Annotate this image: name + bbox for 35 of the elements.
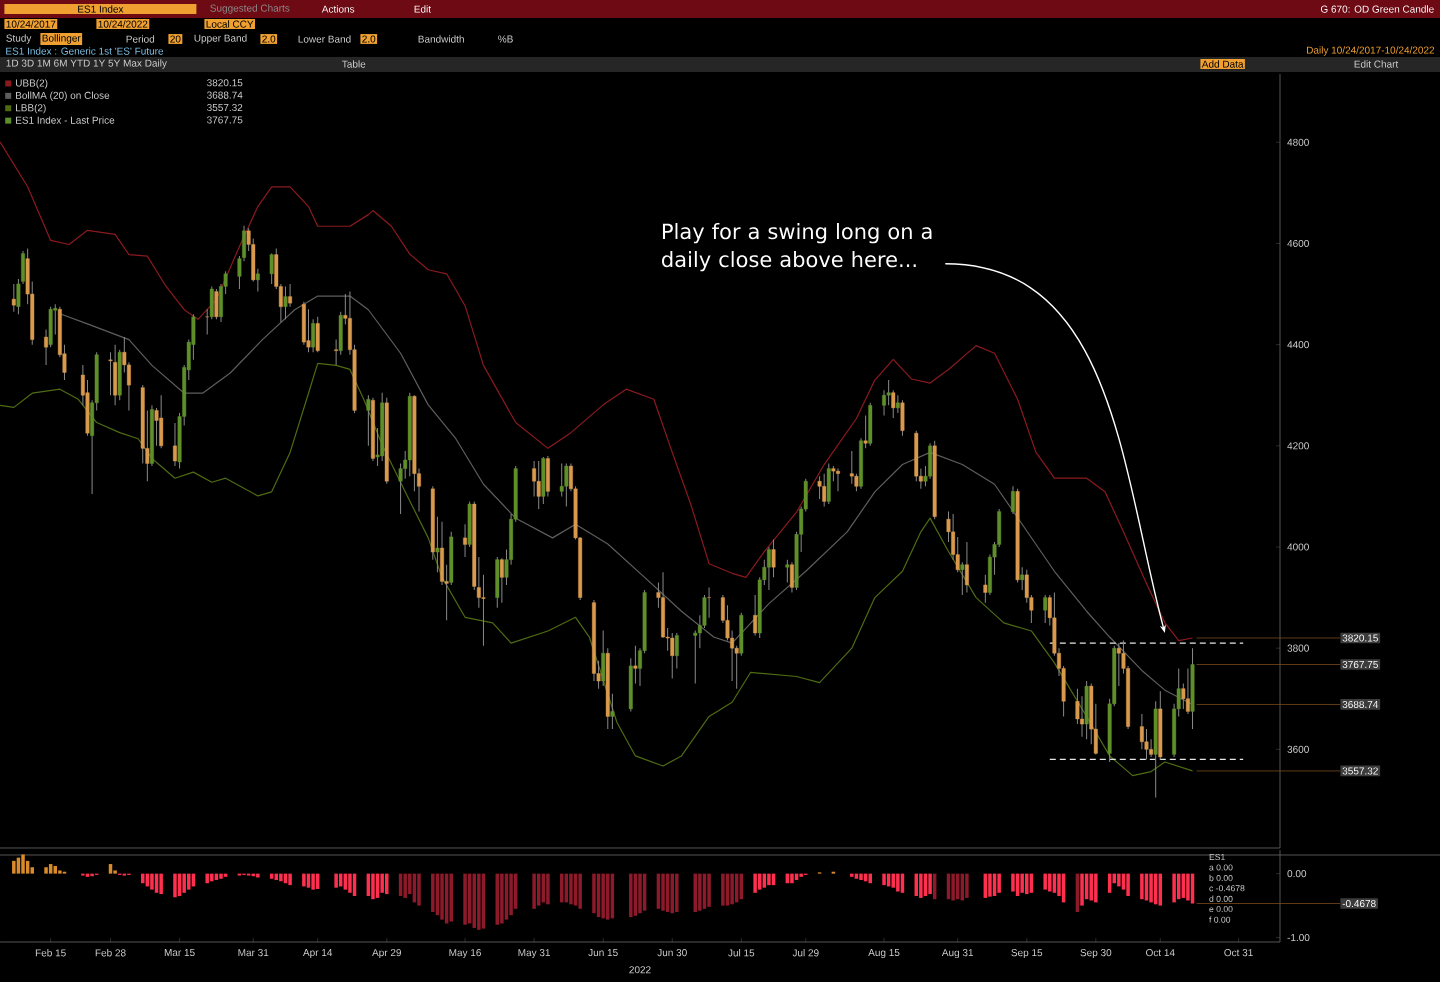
- candlestick: [283, 285, 288, 320]
- candlestick: [306, 308, 311, 353]
- candlestick: [849, 450, 854, 485]
- annotation: Play for a swing long on a daily close above here...: [662, 223, 932, 272]
- candlestick: [610, 693, 615, 730]
- candlestick: [315, 316, 320, 353]
- candlestick: [766, 546, 771, 591]
- line-series: [0, 141, 1194, 642]
- candlestick: [564, 463, 569, 508]
- candlestick: [214, 288, 219, 320]
- candlestick: [868, 402, 873, 447]
- candlestick: [817, 475, 822, 500]
- candlestick: [900, 399, 905, 437]
- candlestick: [499, 557, 504, 604]
- candlestick: [1190, 647, 1195, 730]
- candlestick: [301, 301, 306, 346]
- candlestick: [536, 460, 541, 510]
- candlestick: [545, 455, 550, 497]
- line-series: [0, 362, 1194, 777]
- candlestick: [826, 463, 831, 505]
- candlestick: [159, 394, 164, 449]
- candlestick: [541, 456, 546, 505]
- candlestick: [1043, 594, 1048, 624]
- candlestick: [964, 541, 969, 594]
- candlestick: [113, 344, 118, 406]
- candlestick: [255, 268, 260, 293]
- candlestick: [1153, 700, 1158, 798]
- candlestick: [1084, 680, 1089, 740]
- candlestick: [670, 632, 675, 680]
- candlestick: [914, 430, 919, 482]
- candlestick: [495, 556, 500, 609]
- candlestick: [11, 283, 16, 313]
- candlestick: [633, 645, 638, 685]
- candlestick: [836, 468, 840, 492]
- candlestick: [269, 253, 274, 285]
